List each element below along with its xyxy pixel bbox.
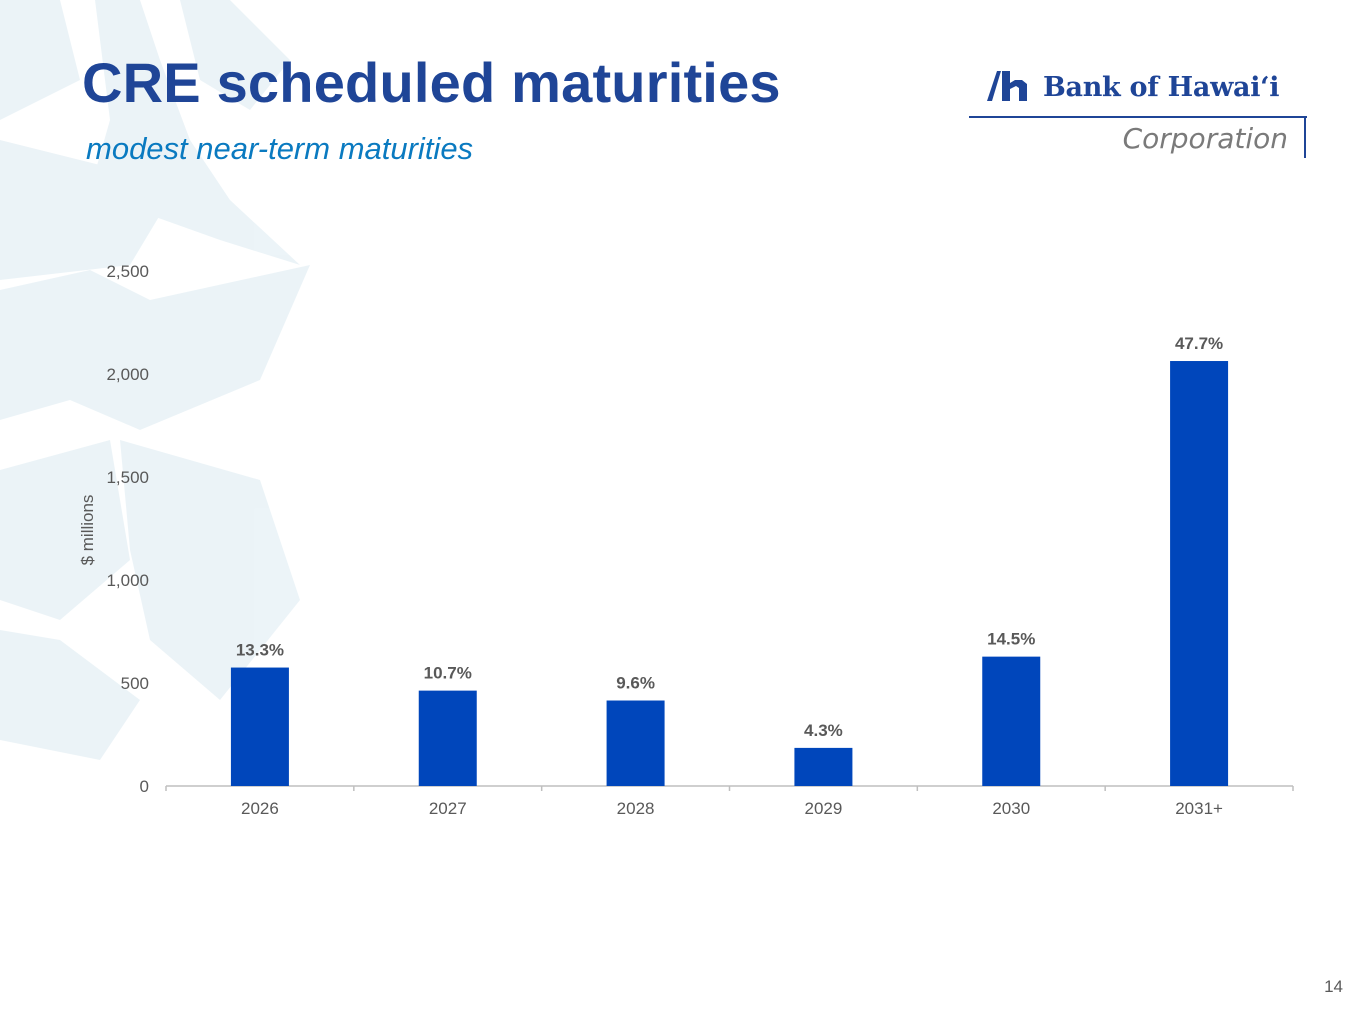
bank-logo-subtitle: Corporation bbox=[1122, 122, 1288, 155]
x-tick-label: 2031+ bbox=[1175, 799, 1223, 818]
bank-logo-mark-icon bbox=[987, 71, 1027, 101]
y-tick-label: 1,000 bbox=[106, 571, 149, 590]
bar-2030 bbox=[982, 656, 1041, 786]
y-tick-label: 0 bbox=[140, 777, 149, 796]
bar-data-label: 4.3% bbox=[804, 721, 843, 740]
page-subtitle: modest near-term maturities bbox=[86, 131, 474, 166]
y-axis-label: $ millions bbox=[78, 495, 97, 566]
bar-2029 bbox=[794, 747, 853, 786]
bar-data-label: 13.3% bbox=[236, 641, 284, 660]
bar-2028 bbox=[606, 700, 665, 786]
bar-data-label: 10.7% bbox=[424, 664, 472, 683]
page-number: 14 bbox=[1324, 977, 1343, 996]
y-tick-label: 1,500 bbox=[106, 468, 149, 487]
logo-divider bbox=[969, 116, 1307, 118]
x-tick-label: 2029 bbox=[805, 799, 843, 818]
x-tick-label: 2026 bbox=[241, 799, 279, 818]
bar-2027 bbox=[418, 690, 477, 786]
bar-data-label: 14.5% bbox=[987, 630, 1035, 649]
bar-data-label: 9.6% bbox=[616, 674, 655, 693]
y-tick-label: 2,500 bbox=[106, 262, 149, 281]
bank-logo: Bank of Hawaiʻi Corporation bbox=[965, 62, 1310, 162]
x-tick-label: 2030 bbox=[992, 799, 1030, 818]
bar-2026 bbox=[230, 667, 289, 786]
page-title: CRE scheduled maturities bbox=[82, 51, 781, 114]
bank-logo-name: Bank of Hawaiʻi bbox=[1043, 72, 1280, 103]
x-tick-label: 2027 bbox=[429, 799, 467, 818]
bar-2031-plus bbox=[1170, 361, 1229, 786]
logo-divider-vertical bbox=[1304, 116, 1306, 158]
bar-data-label: 47.7% bbox=[1175, 334, 1223, 353]
y-tick-label: 500 bbox=[121, 674, 149, 693]
y-tick-label: 2,000 bbox=[106, 365, 149, 384]
background-star-pattern bbox=[0, 0, 310, 760]
x-tick-label: 2028 bbox=[617, 799, 655, 818]
